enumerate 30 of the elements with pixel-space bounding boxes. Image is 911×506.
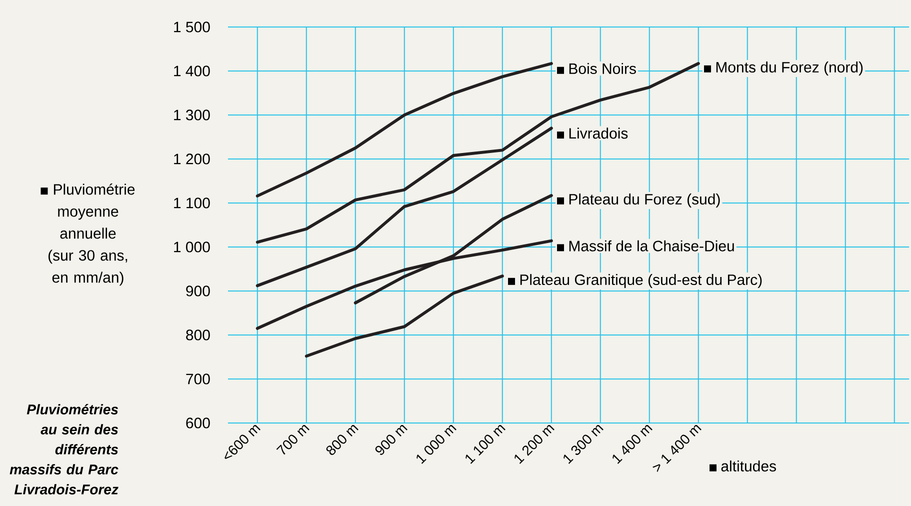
- y-tick-label: 600: [186, 418, 210, 428]
- x-tick-label: 1 100 m: [466, 425, 506, 464]
- x-tick-label: 1 200 m: [514, 425, 554, 464]
- series-label: Plateau du Forez (sud): [569, 194, 720, 208]
- series-label: Livradois: [569, 128, 628, 139]
- x-tick-label: > 1 400 m: [652, 425, 702, 472]
- y-axis-title: Pluviométrie moyenne annuelle (sur 30 ans, en mm/an): [48, 184, 135, 286]
- x-tick-label: 900 m: [375, 425, 408, 455]
- x-tick-label: 1 400 m: [612, 425, 652, 464]
- x-tick-label: 1 000 m: [416, 425, 456, 464]
- line-series: [256, 62, 553, 198]
- y-tick-label: 800: [186, 330, 210, 340]
- y-tick-label: 1 300: [174, 110, 210, 120]
- series-label: Plateau Granitique (sud-est du Parc): [520, 274, 762, 288]
- x-axis-title: altitudes: [721, 460, 776, 472]
- x-tick-label: 1 300 m: [564, 425, 604, 464]
- y-tick-label: 1 000: [174, 242, 210, 252]
- series-label: Monts du Forez (nord): [716, 62, 863, 76]
- series-label: Massif de la Chaise-Dieu: [569, 240, 734, 252]
- x-tick-label: 800 m: [326, 425, 358, 455]
- series-label: Bois Noirs: [569, 63, 636, 74]
- y-tick-label: 1 100: [174, 198, 210, 208]
- y-tick-label: 900: [186, 286, 210, 296]
- y-tick-label: 1 500: [174, 22, 210, 32]
- y-tick-label: 700: [186, 374, 210, 384]
- y-tick-label: 1 200: [174, 154, 210, 164]
- x-tick-label: 700 m: [276, 425, 310, 455]
- y-tick-label: 1 400: [174, 66, 210, 76]
- line-series: [304, 274, 504, 358]
- text: Pluviométries au sein des différents massifs du Parc Livradois-Forez: [10, 404, 118, 494]
